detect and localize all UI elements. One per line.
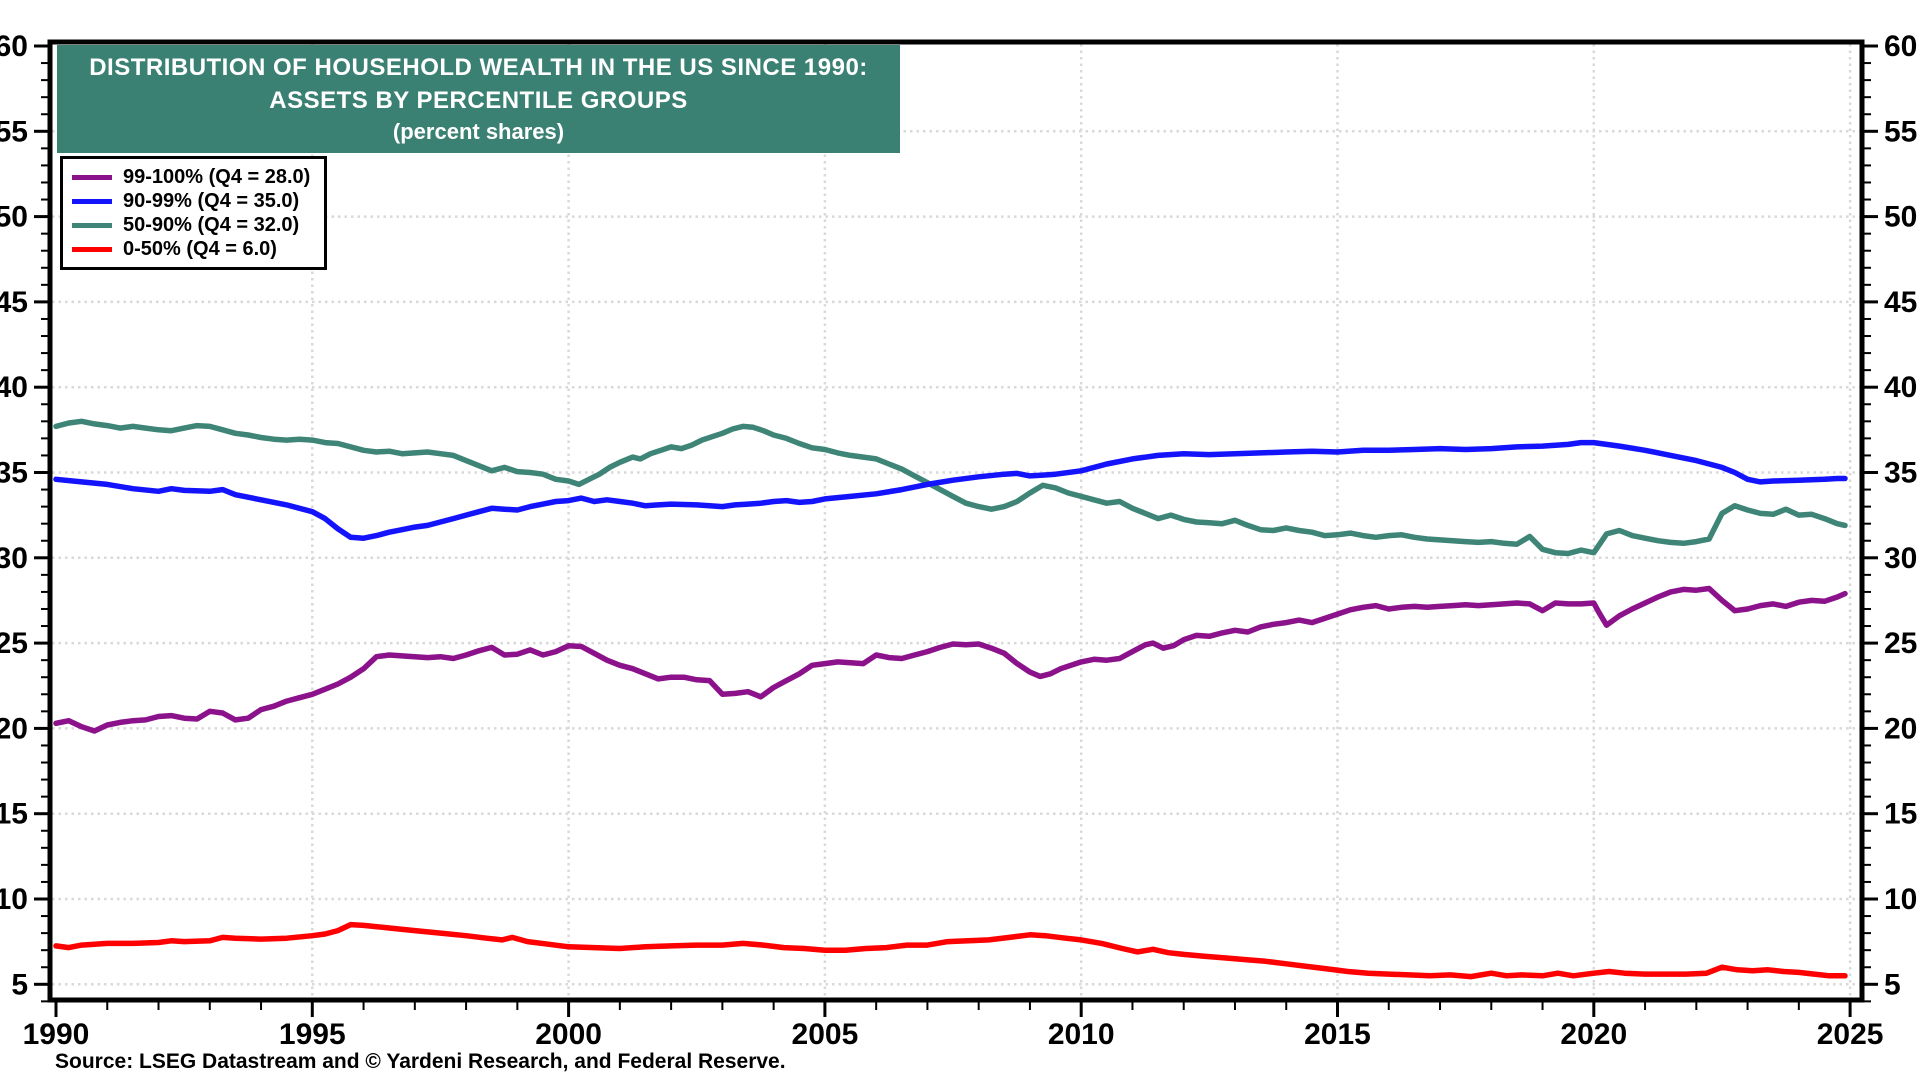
legend-item-90-99%: 90-99% (Q4 = 35.0) — [72, 190, 310, 212]
series-line-99-100% — [53, 585, 1848, 734]
y-axis-label-right: 10 — [1884, 883, 1917, 916]
legend-label-90-99%: 90-99% (Q4 = 35.0) — [123, 189, 300, 212]
x-axis-label: 2000 — [535, 1018, 602, 1051]
chart-title-line3: (percent shares) — [392, 119, 565, 144]
legend-label-99-100%: 99-100% (Q4 = 28.0) — [123, 165, 311, 188]
legend-label-50-90%: 50-90% (Q4 = 32.0) — [123, 213, 300, 236]
x-axis-label: 2020 — [1560, 1018, 1627, 1051]
y-axis-label-right: 5 — [1884, 968, 1901, 1001]
x-axis-label: 1995 — [279, 1018, 346, 1051]
y-axis-label-left: 35 — [0, 457, 28, 490]
series-line-0-50% — [53, 921, 1848, 980]
y-axis-label-left: 30 — [0, 542, 28, 575]
y-axis-label-right: 35 — [1884, 457, 1917, 490]
plot-frame — [47, 39, 1865, 1003]
y-axis-label-left: 55 — [0, 115, 28, 148]
chart-title-box: DISTRIBUTION OF HOUSEHOLD WEALTH IN THE … — [57, 45, 900, 153]
y-axis-label-right: 15 — [1884, 798, 1917, 831]
y-axis-label-left: 5 — [11, 968, 28, 1001]
y-axis-label-right: 25 — [1884, 627, 1917, 660]
y-axis-label-left: 20 — [0, 712, 28, 745]
y-axis-label-right: 20 — [1884, 712, 1917, 745]
legend-swatch-90-99% — [72, 198, 112, 204]
y-axis-label-right: 55 — [1884, 115, 1917, 148]
x-axis-label: 2005 — [792, 1018, 859, 1051]
legend-item-99-100%: 99-100% (Q4 = 28.0) — [72, 166, 310, 188]
y-axis-label-left: 40 — [0, 371, 28, 404]
y-axis-label-right: 30 — [1884, 542, 1917, 575]
y-axis-label-right: 45 — [1884, 286, 1917, 319]
y-axis-label-right: 50 — [1884, 201, 1917, 234]
y-axis-label-left: 45 — [0, 286, 28, 319]
legend-swatch-99-100% — [72, 174, 112, 180]
x-axis-label: 2015 — [1304, 1018, 1371, 1051]
y-axis-label-left: 25 — [0, 627, 28, 660]
chart-legend: 99-100% (Q4 = 28.0) 90-99% (Q4 = 35.0) 50-… — [60, 156, 328, 270]
y-axis-label-left: 10 — [0, 883, 28, 916]
legend-item-0-50%: 0-50% (Q4 = 6.0) — [72, 238, 310, 260]
y-axis-label-left: 15 — [0, 798, 28, 831]
x-axis-label: 2025 — [1817, 1018, 1884, 1051]
x-axis-label: 2010 — [1048, 1018, 1115, 1051]
y-axis-label-right: 60 — [1884, 30, 1917, 63]
legend-label-0-50%: 0-50% (Q4 = 6.0) — [123, 237, 277, 260]
series-line-90-99% — [53, 439, 1848, 541]
source-attribution: Source: LSEG Datastream and © Yardeni Re… — [55, 1050, 786, 1073]
chart-title-line1: DISTRIBUTION OF HOUSEHOLD WEALTH IN THE … — [89, 54, 868, 81]
legend-item-50-90%: 50-90% (Q4 = 32.0) — [72, 214, 310, 236]
chart-title-line2: ASSETS BY PERCENTILE GROUPS — [269, 87, 688, 114]
y-axis-label-left: 50 — [0, 201, 28, 234]
legend-swatch-0-50% — [72, 246, 112, 252]
y-axis-label-right: 40 — [1884, 371, 1917, 404]
y-axis-label-left: 60 — [0, 30, 28, 63]
legend-swatch-50-90% — [72, 222, 112, 228]
x-axis-label: 1990 — [23, 1018, 90, 1051]
